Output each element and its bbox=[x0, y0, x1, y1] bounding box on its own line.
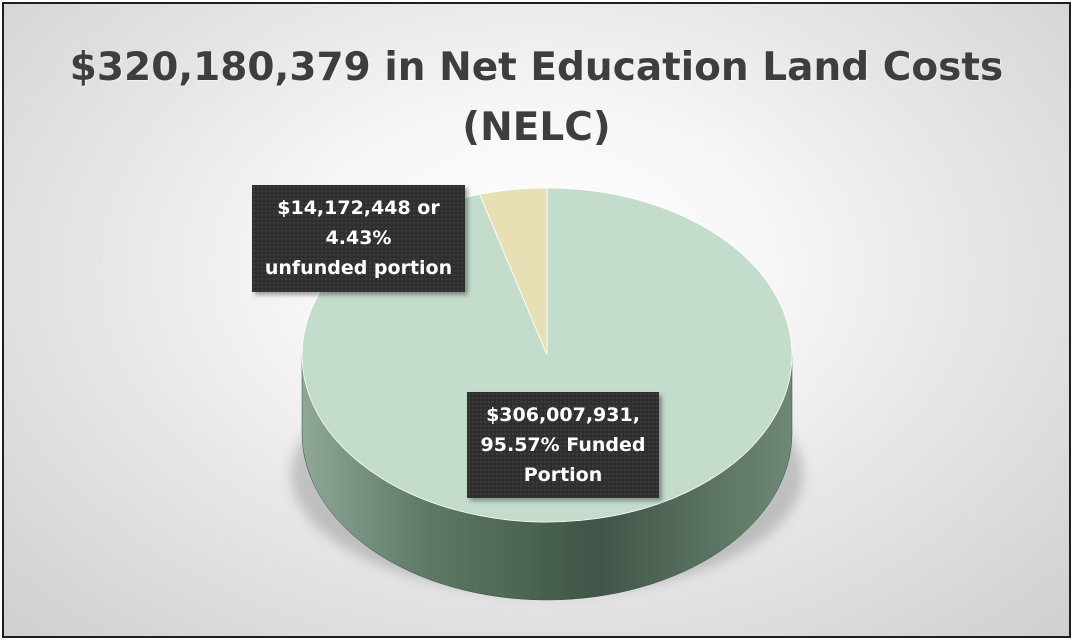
chart-title: $320,180,379 in Net Education Land Costs… bbox=[4, 38, 1069, 158]
pie-chart bbox=[291, 187, 803, 601]
unfunded-label-line-2: 4.43% bbox=[325, 227, 392, 249]
unfunded-slice-label: $14,172,448 or 4.43% unfunded portion bbox=[252, 185, 465, 292]
funded-slice-label: $306,007,931, 95.57% Funded Portion bbox=[467, 392, 659, 498]
pie-slice-unfunded bbox=[479, 187, 548, 356]
chart-title-line-1: $320,180,379 in Net Education Land Costs bbox=[69, 45, 1004, 90]
funded-label-line-1: $306,007,931, bbox=[486, 404, 640, 426]
chart-title-line-2: (NELC) bbox=[462, 105, 611, 150]
funded-label-line-3: Portion bbox=[523, 464, 603, 486]
unfunded-label-line-3: unfunded portion bbox=[264, 257, 453, 279]
funded-label-line-2: 95.57% Funded bbox=[480, 434, 646, 456]
unfunded-label-line-1: $14,172,448 or bbox=[277, 197, 440, 219]
